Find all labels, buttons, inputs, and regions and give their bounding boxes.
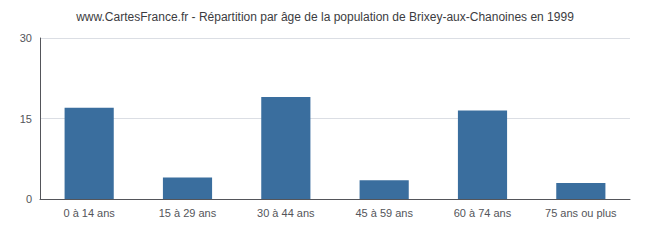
svg-text:15: 15	[20, 113, 32, 125]
svg-text:15 à 29 ans: 15 à 29 ans	[159, 207, 217, 219]
svg-text:75 ans ou plus: 75 ans ou plus	[545, 207, 617, 219]
svg-text:www.CartesFrance.fr - Répartit: www.CartesFrance.fr - Répartition par âg…	[75, 10, 574, 24]
svg-text:0: 0	[26, 193, 32, 205]
svg-text:30 à 44 ans: 30 à 44 ans	[257, 207, 315, 219]
svg-text:45 à 59 ans: 45 à 59 ans	[355, 207, 413, 219]
svg-text:60 à 74 ans: 60 à 74 ans	[454, 207, 512, 219]
svg-text:0 à 14 ans: 0 à 14 ans	[63, 207, 115, 219]
svg-text:30: 30	[20, 32, 32, 44]
